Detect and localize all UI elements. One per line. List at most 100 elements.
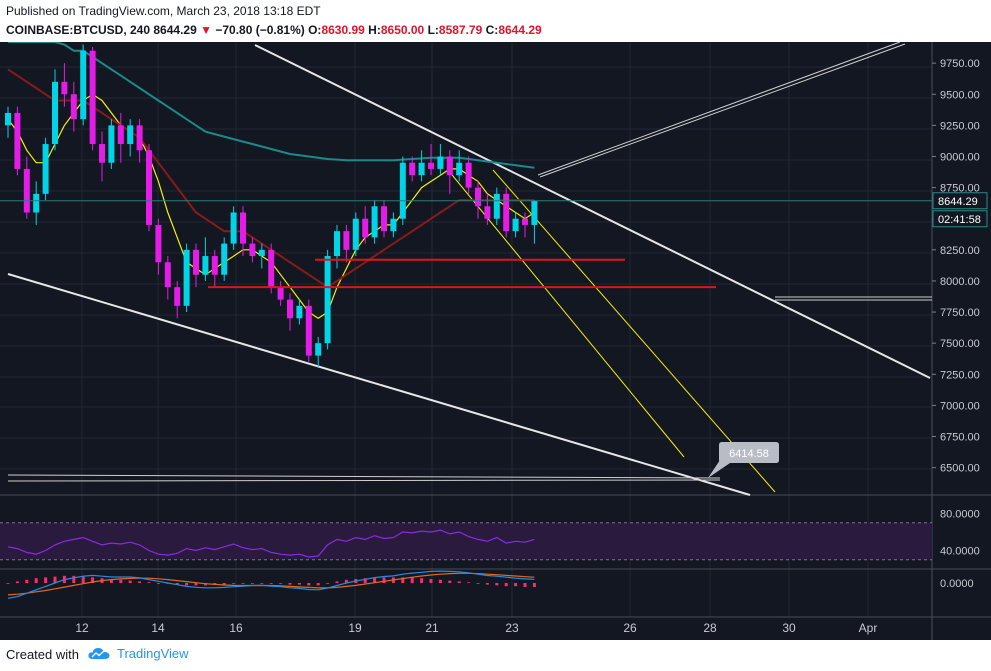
macd-histogram-bar xyxy=(335,581,339,583)
target-line xyxy=(7,479,721,482)
macd-histogram-bar xyxy=(72,575,76,583)
candle-body xyxy=(418,162,425,176)
macd-histogram-bar xyxy=(457,581,461,583)
macd-histogram-bar xyxy=(363,578,367,583)
low-value: 8587.79 xyxy=(438,23,483,37)
time-tick-label: 12 xyxy=(75,621,89,635)
candle-body xyxy=(531,200,538,225)
macd-histogram-bar xyxy=(326,583,330,584)
macd-histogram-bar xyxy=(53,576,57,583)
macd-histogram-bar xyxy=(429,579,433,583)
macd-histogram-bar xyxy=(373,577,377,583)
candle-body xyxy=(52,81,58,145)
macd-histogram-bar xyxy=(316,583,320,586)
candle-body xyxy=(249,243,256,257)
macd-histogram-bar xyxy=(495,583,499,586)
macd-histogram-bar xyxy=(410,577,414,583)
macd-histogram-bar xyxy=(420,578,424,583)
candle-body xyxy=(437,156,444,169)
macd-pane: 0.0000 xyxy=(6,570,974,599)
candle-body xyxy=(352,218,359,250)
macd-histogram-bar xyxy=(147,582,151,583)
price-tick-label: 7250.00 xyxy=(940,369,980,381)
candle-body xyxy=(268,249,275,288)
price-tick-label: 9000.00 xyxy=(940,151,980,163)
candle-body xyxy=(108,125,115,163)
macd-histogram-bar xyxy=(175,583,179,585)
candle-body xyxy=(362,218,369,238)
macd-histogram-bar xyxy=(109,579,113,583)
grid-lines xyxy=(0,42,991,640)
macd-histogram-bar xyxy=(401,577,405,583)
candle-body xyxy=(305,305,312,356)
tradingview-brand[interactable]: TradingView xyxy=(117,646,189,661)
rsi-pane: 80.0000 40.0000 xyxy=(0,509,980,561)
candle-body xyxy=(14,112,21,169)
candle-body xyxy=(287,299,293,319)
candle-body xyxy=(277,287,284,300)
chart-area[interactable]: 80.0000 40.0000 0.0000 9750.00 9500.00 9250… xyxy=(0,42,991,640)
candle-body xyxy=(240,212,246,244)
time-axis[interactable]: 12 14 16 19 21 23 26 28 30 Apr xyxy=(75,621,877,635)
macd-line xyxy=(7,570,535,599)
ma-teal-line xyxy=(8,42,535,169)
channel-line-2 xyxy=(539,43,906,178)
macd-histogram-bar xyxy=(241,583,245,584)
candle-body xyxy=(183,249,190,306)
macd-histogram-bar xyxy=(15,581,19,583)
open-label: O: xyxy=(308,23,322,37)
time-tick-label: 19 xyxy=(348,621,362,635)
candle-body xyxy=(334,231,340,257)
high-value: 8650.00 xyxy=(380,23,425,37)
candle-body xyxy=(174,287,181,306)
macd-histogram-bar xyxy=(307,583,311,586)
candle-body xyxy=(446,156,453,176)
target-callout xyxy=(719,442,779,463)
macd-tick-label: 0.0000 xyxy=(940,578,974,590)
candle-body xyxy=(202,256,209,275)
last-price-badge xyxy=(932,192,988,210)
macd-histogram-bar xyxy=(467,582,471,583)
candle-body xyxy=(296,305,303,319)
channel-line-1 xyxy=(537,42,901,176)
tradingview-cloud-icon xyxy=(88,648,110,659)
candle-body xyxy=(155,224,162,263)
candle-body xyxy=(193,249,199,275)
macd-histogram-bar xyxy=(448,580,452,583)
lower-trendline xyxy=(7,273,751,496)
macd-histogram-bar xyxy=(156,583,160,584)
price-badges: 8644.29 02:41:58 6414.58 xyxy=(708,192,988,478)
macd-histogram-bar xyxy=(25,579,29,583)
candle-body xyxy=(127,125,134,145)
candle-body xyxy=(456,162,463,176)
price-tick-label: 7000.00 xyxy=(940,400,980,412)
change-value: −70.80 (−0.81%) xyxy=(215,23,305,37)
candle-body xyxy=(89,50,96,145)
price-tick-label: 7750.00 xyxy=(940,307,980,319)
candle-body xyxy=(164,262,171,288)
candle-body xyxy=(465,162,472,188)
macd-histogram-bar xyxy=(532,583,536,587)
candle-body xyxy=(522,218,528,225)
candle-body xyxy=(381,206,387,232)
macd-histogram-bar xyxy=(269,583,273,584)
time-tick-label: 26 xyxy=(623,621,637,635)
candle-body xyxy=(428,162,434,169)
macd-histogram-bar xyxy=(185,583,189,586)
candle-body xyxy=(61,81,68,95)
candle-body xyxy=(99,144,105,163)
candle-body xyxy=(493,193,500,219)
rsi-tick-label: 80.0000 xyxy=(940,509,980,521)
macd-histogram-bar xyxy=(279,583,283,584)
price-tick-label: 6500.00 xyxy=(940,463,980,475)
candle-body xyxy=(315,343,322,356)
open-value: 8630.99 xyxy=(321,23,365,37)
created-with-label: Created with xyxy=(6,647,79,662)
candlestick-series xyxy=(5,44,538,369)
candle-body xyxy=(409,162,416,176)
time-tick-label: 30 xyxy=(782,621,796,635)
countdown-badge xyxy=(932,210,988,228)
rsi-band xyxy=(0,522,932,560)
candle-body xyxy=(390,218,397,232)
price-tick-label: 9500.00 xyxy=(940,89,980,101)
